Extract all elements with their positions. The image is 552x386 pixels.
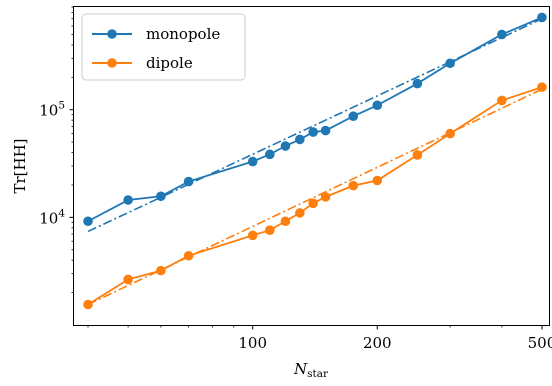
data-point-dipole xyxy=(497,95,507,106)
data-point-dipole xyxy=(295,208,305,218)
data-point-dipole xyxy=(372,175,383,186)
data-point-monopole xyxy=(265,149,275,160)
data-point-monopole xyxy=(412,78,423,89)
data-point-monopole xyxy=(497,29,507,40)
data-point-dipole xyxy=(537,82,547,92)
data-point-monopole xyxy=(280,141,291,151)
data-point-monopole xyxy=(83,216,93,227)
data-point-monopole xyxy=(156,191,166,202)
y-tick-label: 105 xyxy=(39,100,65,120)
fit-line-monopole xyxy=(87,18,543,233)
data-point-dipole xyxy=(348,180,359,191)
data-point-monopole xyxy=(183,176,194,187)
legend-marker-monopole xyxy=(107,29,117,39)
legend-label-dipole: dipole xyxy=(146,54,193,72)
data-point-dipole xyxy=(308,198,318,209)
data-point-dipole xyxy=(280,216,291,227)
legend-label-monopole: monopole xyxy=(146,25,220,43)
data-point-monopole xyxy=(247,156,258,167)
data-point-monopole xyxy=(537,12,547,23)
data-point-dipole xyxy=(247,230,258,241)
data-point-dipole xyxy=(412,150,423,160)
data-point-monopole xyxy=(372,100,383,111)
series-line-monopole xyxy=(87,16,543,223)
data-point-monopole xyxy=(295,134,305,145)
data-point-monopole xyxy=(348,111,359,122)
data-point-dipole xyxy=(183,250,194,261)
y-tick-label: 104 xyxy=(39,207,65,227)
data-point-dipole xyxy=(83,299,93,310)
x-tick-label: 500 xyxy=(528,334,552,352)
legend-entry-monopole: monopole xyxy=(92,25,220,43)
series-line-dipole xyxy=(87,86,543,306)
legend: monopole dipole xyxy=(81,13,246,81)
data-point-dipole xyxy=(123,274,133,285)
legend-marker-dipole xyxy=(107,58,117,68)
y-axis-label: Tr[HH] xyxy=(11,138,29,193)
legend-entry-dipole: dipole xyxy=(92,54,193,72)
data-point-monopole xyxy=(445,58,455,69)
fit-line-dipole xyxy=(87,88,543,306)
data-point-dipole xyxy=(265,225,275,235)
x-axis-label: Nstar xyxy=(293,360,329,380)
data-point-dipole xyxy=(320,192,331,202)
data-point-monopole xyxy=(308,127,318,137)
data-point-monopole xyxy=(123,195,133,205)
data-point-dipole xyxy=(156,265,166,276)
x-tick-label: 200 xyxy=(363,334,392,352)
x-tick-label: 100 xyxy=(238,334,267,352)
data-point-monopole xyxy=(320,125,331,136)
data-point-dipole xyxy=(445,128,455,139)
